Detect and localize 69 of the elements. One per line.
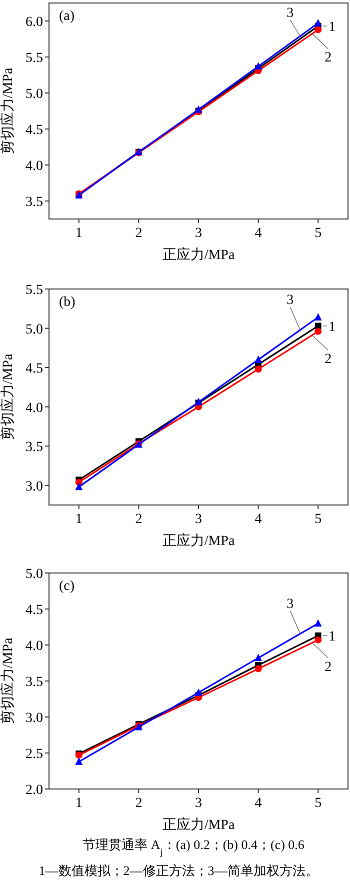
y-tick-label: 3.0 xyxy=(26,711,43,726)
x-tick-label: 4 xyxy=(254,512,262,527)
y-tick-label: 5.5 xyxy=(26,51,43,66)
text: 节理贯通率 A$_{j}$：(a) 0.2；(b) 0.4；(c) 0.6 xyxy=(82,837,305,858)
x-tick-label: 5 xyxy=(314,796,322,811)
point xyxy=(314,328,322,335)
x-tick-label: 4 xyxy=(254,226,262,241)
point xyxy=(314,636,322,644)
series-label: 3 xyxy=(286,6,294,21)
y-tick-label: 4.0 xyxy=(26,639,43,654)
y-tick-label: 4.0 xyxy=(26,159,43,174)
y-axis-title: 剪切应力/MPa xyxy=(0,67,16,154)
point xyxy=(314,18,322,26)
point xyxy=(75,757,83,765)
y-tick-label: 2.5 xyxy=(26,747,43,762)
y-tick-label: 4.5 xyxy=(26,362,43,377)
chart-title: (b) xyxy=(59,295,76,310)
y-tick-label: 2.0 xyxy=(26,783,43,798)
x-tick-label: 3 xyxy=(195,512,202,527)
x-tick-label: 5 xyxy=(314,226,322,241)
point xyxy=(314,26,322,34)
x-tick-label: 1 xyxy=(75,226,82,241)
x-tick-label: 2 xyxy=(135,512,142,527)
x-tick-label: 1 xyxy=(75,512,82,527)
series-label: 3 xyxy=(286,293,294,308)
chart-title: (a) xyxy=(59,9,75,24)
point xyxy=(254,62,262,70)
x-tick-label: 3 xyxy=(195,796,202,811)
y-tick-label: 6.0 xyxy=(26,15,43,30)
point xyxy=(194,105,202,113)
point xyxy=(254,654,262,662)
y-tick-label: 3.0 xyxy=(26,479,43,494)
series-label: 1 xyxy=(328,320,336,335)
series-label: 3 xyxy=(286,596,294,612)
point xyxy=(75,482,83,490)
y-tick-label: 4.0 xyxy=(26,400,43,416)
x-tick-label: 1 xyxy=(75,796,82,811)
x-axis-title: 正应力/MPa xyxy=(162,533,236,549)
y-tick-label: 5.0 xyxy=(26,322,43,338)
text: 1—数值模拟；2—修正方法；3—简单加权方法。 xyxy=(38,863,318,878)
y-axis-title: 剪切应力/MPa xyxy=(0,637,16,724)
x-tick-label: 4 xyxy=(254,796,262,811)
point xyxy=(254,665,262,672)
series-label: 2 xyxy=(324,50,332,66)
x-tick-label: 2 xyxy=(135,226,142,241)
point xyxy=(314,619,322,627)
y-tick-label: 3.5 xyxy=(26,195,43,210)
y-tick-label: 5.0 xyxy=(26,87,43,102)
point xyxy=(314,322,322,330)
x-tick-label: 5 xyxy=(314,512,322,527)
x-tick-label: 2 xyxy=(135,796,142,811)
y-tick-label: 4.5 xyxy=(26,603,43,618)
point xyxy=(314,313,322,320)
chart-title: (c) xyxy=(59,579,75,594)
y-tick-label: 3.5 xyxy=(26,440,43,456)
series-label: 1 xyxy=(328,630,336,645)
series-label: 1 xyxy=(328,20,336,36)
x-axis-title: 正应力/MPa xyxy=(162,247,236,263)
x-axis-title: 正应力/MPa xyxy=(162,817,236,833)
y-tick-label: 5.5 xyxy=(26,283,43,298)
series-label: 2 xyxy=(324,660,332,675)
x-tick-label: 3 xyxy=(195,226,202,241)
series-label: 2 xyxy=(324,352,332,368)
point xyxy=(254,366,262,373)
y-tick-label: 3.5 xyxy=(26,675,43,690)
y-tick-label: 4.5 xyxy=(26,123,43,138)
y-tick-label: 5.0 xyxy=(26,567,43,582)
point xyxy=(254,355,262,363)
y-axis-title: 剪切应力/MPa xyxy=(0,353,16,440)
